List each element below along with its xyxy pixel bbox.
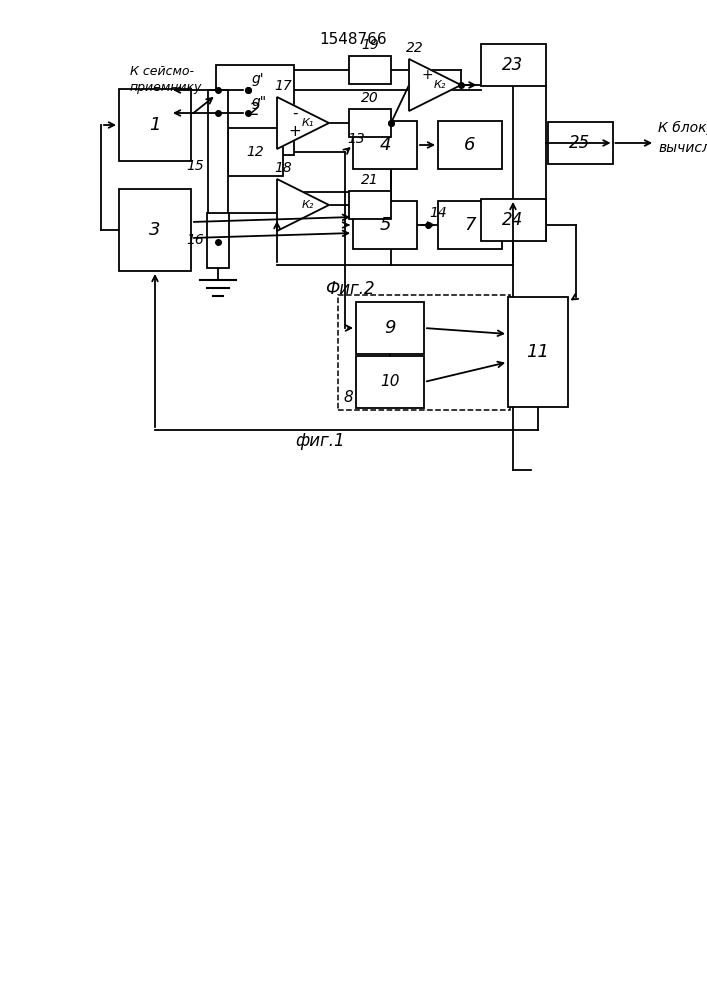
Text: 5: 5 <box>379 216 391 234</box>
Bar <box>353 121 417 169</box>
Text: 18: 18 <box>274 161 292 175</box>
Text: 13: 13 <box>347 132 365 146</box>
Text: 21: 21 <box>361 173 379 187</box>
Bar <box>216 65 294 155</box>
Text: 16: 16 <box>186 233 204 247</box>
Text: приемнику: приемнику <box>130 81 202 94</box>
Bar <box>508 297 568 407</box>
Bar <box>349 56 391 84</box>
Text: К₂: К₂ <box>302 200 314 210</box>
Text: -: - <box>292 105 298 120</box>
Polygon shape <box>409 59 461 111</box>
Text: 3: 3 <box>149 221 160 239</box>
Text: +: + <box>288 123 301 138</box>
Bar <box>356 356 424 408</box>
Text: 19: 19 <box>361 38 379 52</box>
Text: 22: 22 <box>406 41 424 55</box>
Text: 8: 8 <box>343 390 353 405</box>
Text: 10: 10 <box>380 374 399 389</box>
Bar <box>481 44 546 86</box>
Bar <box>208 90 228 242</box>
Bar <box>119 189 191 271</box>
Text: вычислений: вычислений <box>658 141 707 155</box>
Text: 1: 1 <box>149 116 160 134</box>
Text: 6: 6 <box>464 136 476 154</box>
Text: 2: 2 <box>250 101 261 119</box>
Text: 23: 23 <box>503 56 524 74</box>
Bar <box>438 121 502 169</box>
Text: К сейсмо-: К сейсмо- <box>130 65 194 78</box>
Bar <box>228 128 283 176</box>
Text: К₁: К₁ <box>302 118 314 128</box>
Text: 17: 17 <box>274 79 292 93</box>
Polygon shape <box>277 97 329 149</box>
Text: 4: 4 <box>379 136 391 154</box>
Text: К₂: К₂ <box>434 80 446 90</box>
Text: +: + <box>421 68 433 82</box>
Text: 7: 7 <box>464 216 476 234</box>
Bar <box>547 122 612 164</box>
Bar <box>353 201 417 249</box>
Bar <box>481 199 546 241</box>
Text: 11: 11 <box>527 343 549 361</box>
Bar <box>338 295 510 410</box>
Text: 20: 20 <box>361 91 379 105</box>
Text: 15: 15 <box>186 159 204 173</box>
Bar <box>207 213 229 267</box>
Text: 25: 25 <box>569 134 590 152</box>
Text: Фиг.2: Фиг.2 <box>325 280 375 298</box>
Text: g': g' <box>252 72 264 86</box>
Text: фиг.1: фиг.1 <box>296 432 345 450</box>
Text: g": g" <box>252 95 267 109</box>
Text: 24: 24 <box>503 211 524 229</box>
Text: К блоку 13: К блоку 13 <box>658 121 707 135</box>
Bar <box>356 302 424 354</box>
Bar <box>438 201 502 249</box>
Text: 9: 9 <box>384 319 396 337</box>
Polygon shape <box>277 179 329 231</box>
Text: 14: 14 <box>429 206 448 220</box>
Bar <box>349 109 391 137</box>
Bar <box>119 89 191 161</box>
Text: 1548766: 1548766 <box>319 32 387 47</box>
Text: 12: 12 <box>246 145 264 159</box>
Bar <box>349 191 391 219</box>
